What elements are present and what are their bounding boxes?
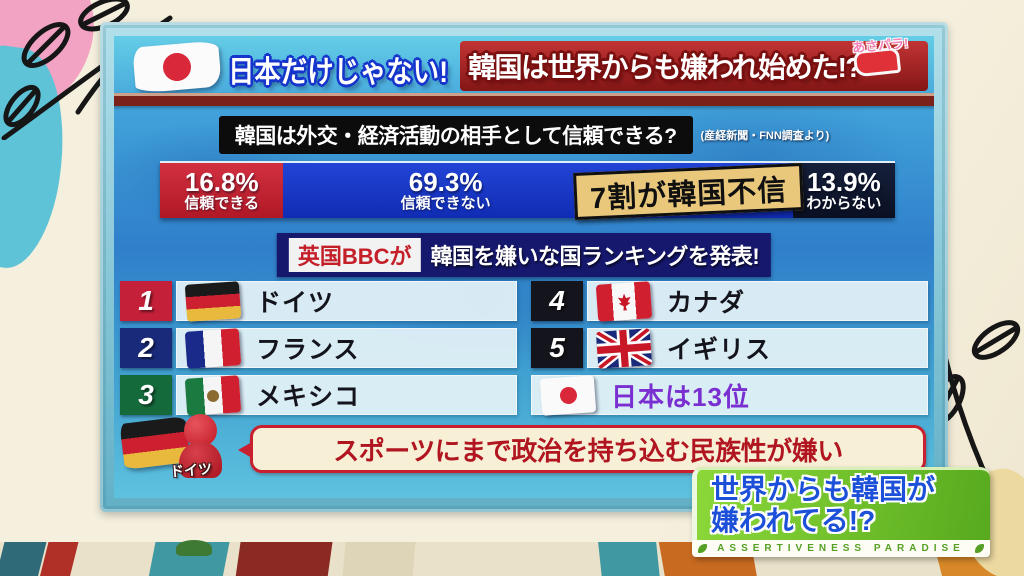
quote-speaker: ドイツ <box>118 414 250 480</box>
leaf-icon <box>698 543 708 553</box>
quote-text: スポーツにまで政治を持ち込む民族性が嫌い <box>333 435 843 466</box>
uk-flag-icon <box>595 327 653 369</box>
rank-number: 3 <box>120 375 172 415</box>
quote-speech-bubble: スポーツにまで政治を持ち込む民族性が嫌い <box>238 425 926 473</box>
badge-line-2: 嫌われてる!? <box>711 504 876 536</box>
headline-left: 日本だけじゃない! <box>228 56 448 89</box>
headline-band: 韓国は世界からも嫌われ始めた!? <box>460 41 928 91</box>
country-name: メキシコ <box>256 383 361 411</box>
ranking-row-4: 4 カナダ <box>531 280 928 322</box>
program-badge-main: 世界からも韓国が 嫌われてる!? <box>692 467 990 540</box>
speaker-label: ドイツ <box>169 460 213 480</box>
headline-row: 日本だけじゃない! 韓国は世界からも嫌われ始めた!? <box>124 40 928 94</box>
headline-right: 韓国は世界からも嫌われ始めた!? <box>468 52 863 83</box>
ranking-row-3: 3 メキシコ <box>120 374 517 416</box>
floor-stripe <box>234 542 334 576</box>
unknown-percent: 13.9% <box>807 166 881 197</box>
rank-number: 4 <box>531 281 583 321</box>
ranking-row-japan: 日本は13位 <box>531 374 928 416</box>
chart-annotation: 7割が韓国不信 <box>572 163 804 220</box>
rank-number: 1 <box>120 281 172 321</box>
survey-question-row: 韓国は外交・経済活動の相手として信頼できる? (産経新聞・FNN調査より) <box>114 116 934 154</box>
country-name: ドイツ <box>256 289 335 317</box>
distrust-percent: 69.3% <box>408 166 483 197</box>
trust-label: 信頼できる <box>184 195 260 213</box>
badge-line-1: 世界からも韓国が <box>711 474 936 505</box>
rank-number: 5 <box>531 328 583 368</box>
flip-board-frame: あさパラ! 日本だけじゃない! 韓国は世界からも嫌われ始めた!? 韓国は外交・経… <box>100 22 948 512</box>
rank-strip: イギリス <box>587 327 928 369</box>
info-board: あさパラ! 日本だけじゃない! 韓国は世界からも嫌われ始めた!? 韓国は外交・経… <box>114 36 934 498</box>
france-flag-icon <box>184 327 242 369</box>
unknown-label: わからない <box>806 195 882 213</box>
japan-rank-note: 日本は13位 <box>611 381 750 412</box>
survey-source: (産経新聞・FNN調査より) <box>700 130 830 142</box>
country-name: フランス <box>256 336 360 364</box>
rank-number: 2 <box>120 328 172 368</box>
program-badge: 世界からも韓国が 嫌われてる!? ASSERTIVENESS PARADISE <box>692 467 990 557</box>
mexico-flag-icon <box>184 374 242 416</box>
rank-strip: フランス <box>176 327 517 369</box>
ranking-row-2: 2 フランス <box>120 327 517 369</box>
rank-strip: ドイツ <box>176 280 517 322</box>
ranking-grid: 1 ドイツ 4 カナダ 2 <box>120 280 928 416</box>
quote-row: ドイツ スポーツにまで政治を持ち込む民族性が嫌い <box>118 414 926 480</box>
country-name: カナダ <box>667 289 746 317</box>
country-name: イギリス <box>667 336 772 364</box>
leaf-icon <box>974 543 984 553</box>
floor-stripe <box>597 542 661 576</box>
ranking-source-label: 英国BBCが <box>288 238 421 272</box>
badge-subtitle: ASSERTIVENESS PARADISE <box>717 542 965 554</box>
canada-flag-icon <box>595 280 653 322</box>
rank-strip: メキシコ <box>176 374 517 416</box>
plant-decoration <box>176 540 212 556</box>
trust-percent: 16.8% <box>184 166 259 197</box>
maroon-divider <box>114 93 934 106</box>
bar-segment-unknown: 13.9% わからない <box>792 163 895 218</box>
rank-strip: カナダ <box>587 280 928 322</box>
bar-segment-trust: 16.8% 信頼できる <box>160 163 284 218</box>
distrust-label: 信頼できない <box>400 195 491 213</box>
red-pawn-figure-icon <box>176 414 224 478</box>
ranking-headline: 韓国を嫌いな国ランキングを発表! <box>430 244 760 269</box>
rank-strip: 日本は13位 <box>531 374 928 416</box>
ranking-row-1: 1 ドイツ <box>120 280 517 322</box>
ranking-row-5: 5 イギリス <box>531 327 928 369</box>
survey-bar-chart: 16.8% 信頼できる 69.3% 信頼できない 13.9% わからない <box>160 161 895 220</box>
ranking-headline-bar: 英国BBCが 韓国を嫌いな国ランキングを発表! <box>276 233 772 277</box>
japan-flag-icon <box>132 40 222 94</box>
program-badge-subtitle-bar: ASSERTIVENESS PARADISE <box>692 539 990 557</box>
floor-stripe <box>342 542 416 576</box>
germany-flag-icon <box>184 280 242 322</box>
survey-question: 韓国は外交・経済活動の相手として信頼できる? <box>218 116 693 154</box>
japan-flag-icon <box>539 374 597 416</box>
